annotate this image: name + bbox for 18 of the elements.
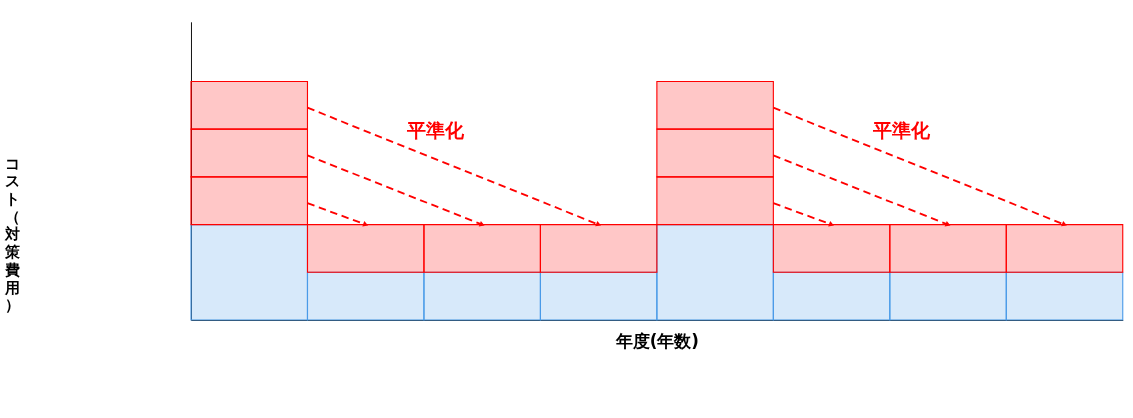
bar bbox=[306, 271, 425, 321]
bar bbox=[539, 271, 658, 321]
bar bbox=[656, 176, 774, 226]
bar bbox=[1005, 271, 1124, 321]
text: コスト（対策費用） bbox=[5, 154, 21, 315]
bar bbox=[190, 80, 309, 130]
bar bbox=[190, 176, 309, 226]
bar bbox=[656, 80, 774, 130]
bar bbox=[190, 224, 309, 321]
annotation: 平準化 bbox=[406, 120, 466, 142]
bar bbox=[423, 271, 541, 321]
bar bbox=[772, 271, 891, 321]
bar bbox=[656, 128, 774, 178]
annotation: 平準化 bbox=[871, 120, 931, 142]
x-axis-title: 年度(年数) bbox=[614, 330, 700, 351]
bar bbox=[190, 128, 309, 178]
bar bbox=[889, 271, 1007, 321]
bar bbox=[656, 224, 774, 321]
